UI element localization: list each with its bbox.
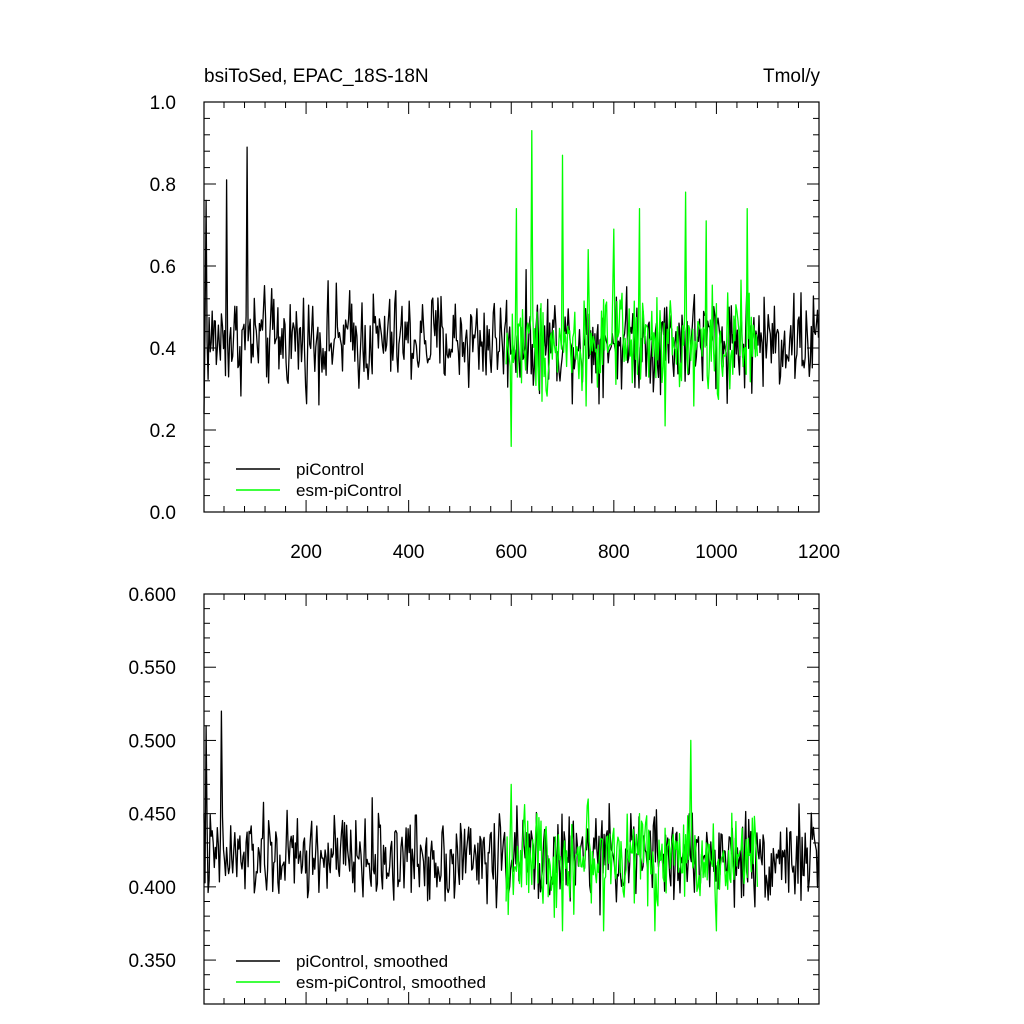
top-ytick-label: 0.2 [150, 421, 176, 442]
top-series-line-esm-picontrol [505, 130, 759, 448]
top-xtick-label: 200 [290, 542, 322, 563]
top-ytick-label: 1.0 [150, 93, 176, 114]
top-series-line-picontrol [203, 146, 820, 414]
legend-label-esm-picontrol-smoothed: esm-piControl, smoothed [296, 973, 486, 992]
top-xtick-label: 1000 [695, 542, 737, 563]
bottom-legend: piControl, smoothed esm-piControl, smoot… [236, 952, 486, 992]
legend-label-esm-picontrol: esm-piControl [296, 481, 402, 500]
units-label: Tmol/y [763, 66, 821, 87]
top-panel: bsiToSed, EPAC_18S-18N Tmol/y 0.00.20.40… [150, 66, 841, 563]
bottom-series-line-picontrol-smoothed [203, 710, 820, 916]
top-ytick-label: 0.0 [150, 503, 176, 524]
top-xtick-label: 400 [393, 542, 425, 563]
bottom-ytick-label: 0.500 [128, 731, 176, 752]
top-ytick-label: 0.6 [150, 257, 176, 278]
bottom-ytick-label: 0.550 [128, 658, 176, 679]
bottom-ytick-label: 0.350 [128, 951, 176, 972]
bottom-panel: 0.350 0.400 0.450 0.500 0.550 0.600 piControl… [128, 585, 820, 1005]
legend-label-picontrol: piControl [296, 460, 364, 479]
top-series-group [203, 130, 820, 448]
top-xtick-label: 600 [495, 542, 527, 563]
bottom-series-group [203, 710, 820, 932]
top-axis-ticks: 0.0 0.2 0.4 0.6 0.8 1.0 200 400 600 800 1000 1200 [150, 93, 841, 563]
top-legend: piControl esm-piControl [236, 460, 402, 500]
top-ytick-label: 0.8 [150, 175, 176, 196]
bottom-ytick-label: 0.600 [128, 585, 176, 606]
bottom-ytick-label: 0.400 [128, 878, 176, 899]
bottom-series-line-esm-picontrol-smoothed [505, 739, 759, 932]
top-xtick-label: 800 [598, 542, 630, 563]
top-ytick-label: 0.4 [150, 339, 177, 360]
chart-title: bsiToSed, EPAC_18S-18N [204, 66, 429, 87]
legend-label-picontrol-smoothed: piControl, smoothed [296, 952, 448, 971]
top-xtick-label: 1200 [798, 542, 840, 563]
bottom-axis-ticks: 0.350 0.400 0.450 0.500 0.550 0.600 [128, 585, 820, 1005]
bottom-ytick-label: 0.450 [128, 805, 176, 826]
